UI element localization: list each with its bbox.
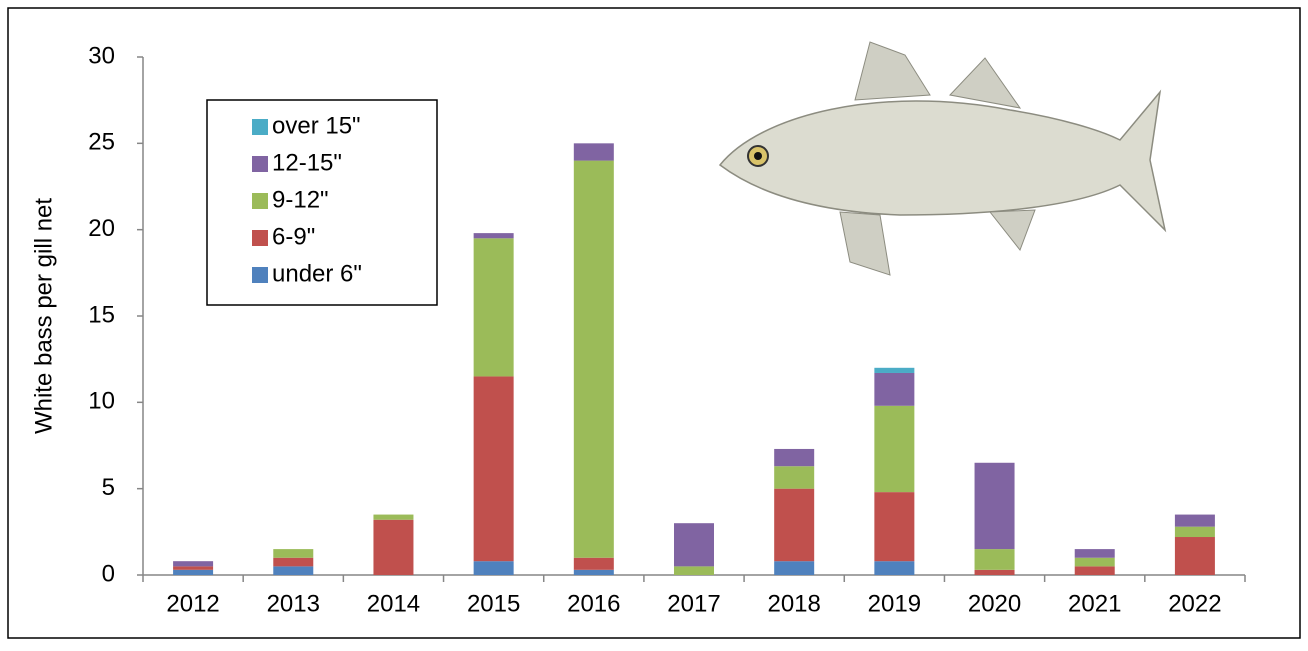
x-tick-label: 2018 bbox=[767, 590, 820, 617]
bar-segment bbox=[173, 566, 214, 570]
legend-label: under 6" bbox=[272, 260, 362, 287]
x-tick-label: 2013 bbox=[267, 590, 320, 617]
bar-segment bbox=[1074, 557, 1115, 567]
legend-swatch bbox=[252, 193, 268, 209]
x-tick-label: 2022 bbox=[1168, 590, 1221, 617]
bar-segment bbox=[674, 523, 714, 567]
bar-segment bbox=[173, 569, 214, 575]
y-tick-label: 5 bbox=[102, 474, 115, 501]
bar-segment bbox=[473, 561, 514, 575]
fish-illustration bbox=[718, 41, 1167, 276]
bar-segment bbox=[974, 569, 1015, 575]
y-tick-label: 15 bbox=[88, 301, 115, 328]
bar-segment bbox=[974, 462, 1015, 550]
legend-label: 9-12" bbox=[272, 186, 329, 213]
bar-segment bbox=[1174, 526, 1215, 538]
bar-segment bbox=[473, 376, 514, 562]
y-axis-label: White bass per gill net bbox=[30, 198, 57, 434]
y-tick-label: 10 bbox=[88, 388, 115, 415]
legend-label: 6-9" bbox=[272, 223, 315, 250]
bar-segment bbox=[774, 488, 815, 562]
legend-swatch bbox=[252, 119, 268, 135]
bar-segment bbox=[874, 561, 915, 575]
bar-segment bbox=[373, 514, 414, 520]
bar-segment bbox=[273, 549, 314, 558]
bar-segment bbox=[1074, 566, 1115, 575]
bar-segment bbox=[573, 143, 614, 161]
y-tick-label: 0 bbox=[102, 560, 115, 587]
x-tick-label: 2015 bbox=[467, 590, 520, 617]
bar-segment bbox=[573, 160, 614, 558]
y-tick-label: 25 bbox=[88, 129, 115, 156]
bar-segment bbox=[173, 561, 214, 567]
x-tick-label: 2016 bbox=[567, 590, 620, 617]
bar-segment bbox=[774, 561, 815, 575]
legend-swatch bbox=[252, 156, 268, 172]
legend-label: 12-15" bbox=[272, 149, 342, 176]
bar-segment bbox=[674, 566, 714, 575]
chart-frame bbox=[7, 7, 1301, 639]
x-tick-label: 2021 bbox=[1068, 590, 1121, 617]
bar-segment bbox=[473, 233, 514, 239]
legend-label: over 15" bbox=[272, 112, 361, 139]
bar-segment bbox=[874, 405, 915, 493]
x-tick-label: 2014 bbox=[367, 590, 420, 617]
bar-segment bbox=[874, 372, 915, 406]
legend-swatch bbox=[252, 267, 268, 283]
legend-box bbox=[206, 99, 438, 306]
bar-segment bbox=[874, 492, 915, 562]
bar-segment bbox=[774, 448, 815, 467]
bar-segment bbox=[273, 566, 314, 575]
bar-segment bbox=[1174, 514, 1215, 527]
bar-segment bbox=[273, 557, 314, 567]
x-tick-label: 2012 bbox=[166, 590, 219, 617]
bar-segment bbox=[774, 466, 815, 489]
x-tick-label: 2020 bbox=[968, 590, 1021, 617]
bar-segment bbox=[1174, 537, 1215, 575]
legend-swatch bbox=[252, 230, 268, 246]
bar-segment bbox=[874, 367, 915, 373]
x-tick-label: 2019 bbox=[868, 590, 921, 617]
bar-segment bbox=[373, 519, 414, 575]
bar-segment bbox=[1074, 549, 1115, 558]
bar-segment bbox=[473, 238, 514, 377]
y-tick-label: 20 bbox=[88, 215, 115, 242]
bar-segment bbox=[573, 569, 614, 575]
x-tick-label: 2017 bbox=[667, 590, 720, 617]
bar-segment bbox=[974, 549, 1015, 570]
bar-segment bbox=[573, 557, 614, 570]
y-tick-label: 30 bbox=[88, 42, 115, 69]
